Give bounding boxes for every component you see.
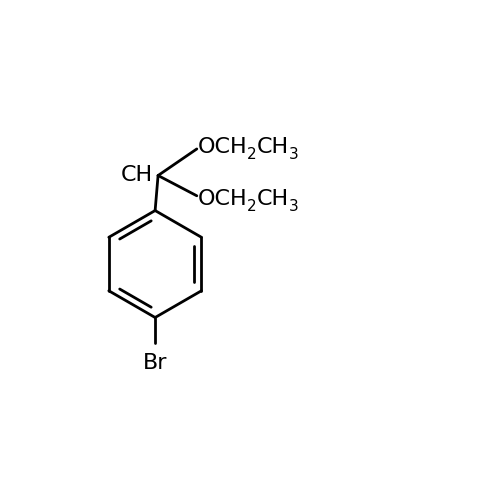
Text: OCH: OCH bbox=[197, 190, 247, 209]
Text: OCH: OCH bbox=[197, 137, 247, 157]
Text: CH: CH bbox=[257, 190, 289, 209]
Text: CH: CH bbox=[120, 165, 152, 185]
Text: 2: 2 bbox=[247, 199, 257, 215]
Text: CH: CH bbox=[257, 137, 289, 157]
Text: 3: 3 bbox=[289, 147, 299, 162]
Text: 2: 2 bbox=[247, 147, 257, 162]
Text: Br: Br bbox=[143, 353, 167, 373]
Text: 3: 3 bbox=[289, 199, 299, 215]
